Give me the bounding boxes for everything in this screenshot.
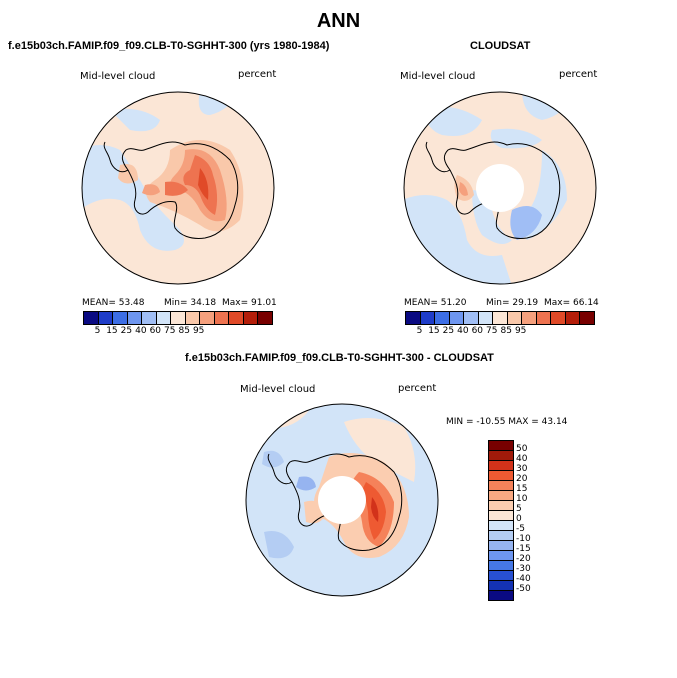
colorbar-tick-label: 25 — [120, 326, 133, 336]
colorbar-swatch — [489, 451, 513, 461]
colorbar-swatch — [258, 312, 272, 324]
colorbar-tick-label: 40 — [135, 326, 147, 336]
obs-colorbar — [405, 311, 595, 325]
diff-polar-map — [245, 403, 439, 597]
diff-min-max: MIN = -10.55 MAX = 43.14 — [446, 417, 568, 427]
colorbar-swatch — [489, 531, 513, 541]
colorbar-swatch — [98, 312, 114, 324]
colorbar-swatch — [489, 551, 513, 561]
colorbar-swatch — [489, 581, 513, 591]
model-max: Max= 91.01 — [222, 298, 277, 308]
colorbar-tick-label: 5 — [94, 326, 101, 336]
colorbar-swatch — [142, 312, 157, 324]
model-colorbar — [83, 311, 273, 325]
colorbar-swatch — [489, 461, 513, 471]
colorbar-swatch — [536, 312, 552, 324]
colorbar-swatch — [489, 571, 513, 581]
colorbar-swatch — [580, 312, 594, 324]
colorbar-swatch — [243, 312, 259, 324]
colorbar-swatch — [489, 591, 513, 601]
colorbar-swatch — [156, 312, 172, 324]
colorbar-tick-label: 85 — [500, 326, 512, 336]
model-variable-label: Mid-level cloud — [80, 71, 156, 82]
colorbar-swatch — [84, 312, 99, 324]
colorbar-tick-label: -50 — [516, 584, 531, 594]
colorbar-swatch — [449, 312, 465, 324]
colorbar-tick-label: -40 — [516, 574, 531, 584]
colorbar-swatch — [493, 312, 508, 324]
colorbar-swatch — [507, 312, 523, 324]
colorbar-swatch — [171, 312, 186, 324]
colorbar-tick-label: 15 — [428, 326, 440, 336]
obs-mean: MEAN= 51.20 — [404, 298, 467, 308]
obs-polar-map — [403, 91, 597, 285]
colorbar-tick-label: 50 — [516, 444, 528, 454]
model-colorbar-ticks: 5 15 25 40 60 75 85 95 — [83, 326, 271, 338]
colorbar-swatch — [551, 312, 566, 324]
colorbar-swatch — [214, 312, 230, 324]
colorbar-swatch — [464, 312, 479, 324]
colorbar-tick-label: 25 — [442, 326, 455, 336]
colorbar-tick-label: 10 — [516, 494, 528, 504]
obs-variable-label: Mid-level cloud — [400, 71, 476, 82]
obs-panel-title: CLOUDSAT — [470, 40, 531, 52]
colorbar-tick-label: 60 — [471, 326, 484, 336]
colorbar-tick-label: 0 — [516, 514, 522, 524]
colorbar-tick-label: -20 — [516, 554, 531, 564]
diff-units-label: percent — [398, 383, 437, 394]
colorbar-tick-label: 15 — [516, 484, 528, 494]
colorbar-tick-label: -15 — [516, 544, 531, 554]
colorbar-tick-label: -30 — [516, 564, 531, 574]
colorbar-tick-label: 40 — [516, 454, 528, 464]
colorbar-tick-label: 95 — [192, 326, 205, 336]
colorbar-swatch — [478, 312, 494, 324]
colorbar-tick-label: 5 — [416, 326, 423, 336]
colorbar-swatch — [565, 312, 581, 324]
colorbar-swatch — [127, 312, 143, 324]
colorbar-tick-label: 40 — [457, 326, 469, 336]
colorbar-swatch — [489, 491, 513, 501]
obs-max: Max= 66.14 — [544, 298, 599, 308]
model-min: Min= 34.18 — [164, 298, 217, 308]
colorbar-swatch — [229, 312, 244, 324]
diff-colorbar-ticks: 50 40 30 20 15 10 5 0 -5 -10 -15 -20 -30 -40 -50 — [516, 440, 556, 600]
colorbar-swatch — [113, 312, 128, 324]
obs-min: Min= 29.19 — [486, 298, 539, 308]
colorbar-swatch — [489, 541, 513, 551]
colorbar-swatch — [489, 511, 513, 521]
colorbar-tick-label: -10 — [516, 534, 531, 544]
colorbar-tick-label: -5 — [516, 524, 525, 534]
colorbar-tick-label: 75 — [486, 326, 498, 336]
colorbar-swatch — [185, 312, 201, 324]
model-panel-title: f.e15b03ch.FAMIP.f09_f09.CLB-T0-SGHHT-30… — [8, 40, 330, 52]
colorbar-tick-label: 75 — [164, 326, 176, 336]
colorbar-swatch — [522, 312, 537, 324]
diff-colorbar — [488, 440, 514, 601]
colorbar-swatch — [489, 481, 513, 491]
colorbar-tick-label: 60 — [149, 326, 162, 336]
diff-panel-title: f.e15b03ch.FAMIP.f09_f09.CLB-T0-SGHHT-30… — [185, 352, 494, 364]
obs-units-label: percent — [559, 69, 598, 80]
colorbar-tick-label: 95 — [514, 326, 527, 336]
colorbar-swatch — [489, 441, 513, 451]
colorbar-swatch — [489, 471, 513, 481]
figure-title: ANN — [316, 10, 361, 32]
colorbar-swatch — [489, 501, 513, 511]
colorbar-tick-label: 30 — [516, 464, 528, 474]
colorbar-swatch — [435, 312, 450, 324]
colorbar-swatch — [420, 312, 436, 324]
model-mean: MEAN= 53.48 — [82, 298, 145, 308]
model-polar-map — [81, 91, 275, 285]
colorbar-swatch — [200, 312, 215, 324]
colorbar-swatch — [489, 521, 513, 531]
model-units-label: percent — [238, 69, 277, 80]
colorbar-tick-label: 5 — [516, 504, 522, 514]
colorbar-swatch — [489, 561, 513, 571]
diff-variable-label: Mid-level cloud — [240, 384, 316, 395]
colorbar-tick-label: 15 — [106, 326, 118, 336]
colorbar-swatch — [406, 312, 421, 324]
obs-colorbar-ticks: 5 15 25 40 60 75 85 95 — [405, 326, 593, 338]
colorbar-tick-label: 85 — [178, 326, 190, 336]
colorbar-tick-label: 20 — [516, 474, 528, 484]
